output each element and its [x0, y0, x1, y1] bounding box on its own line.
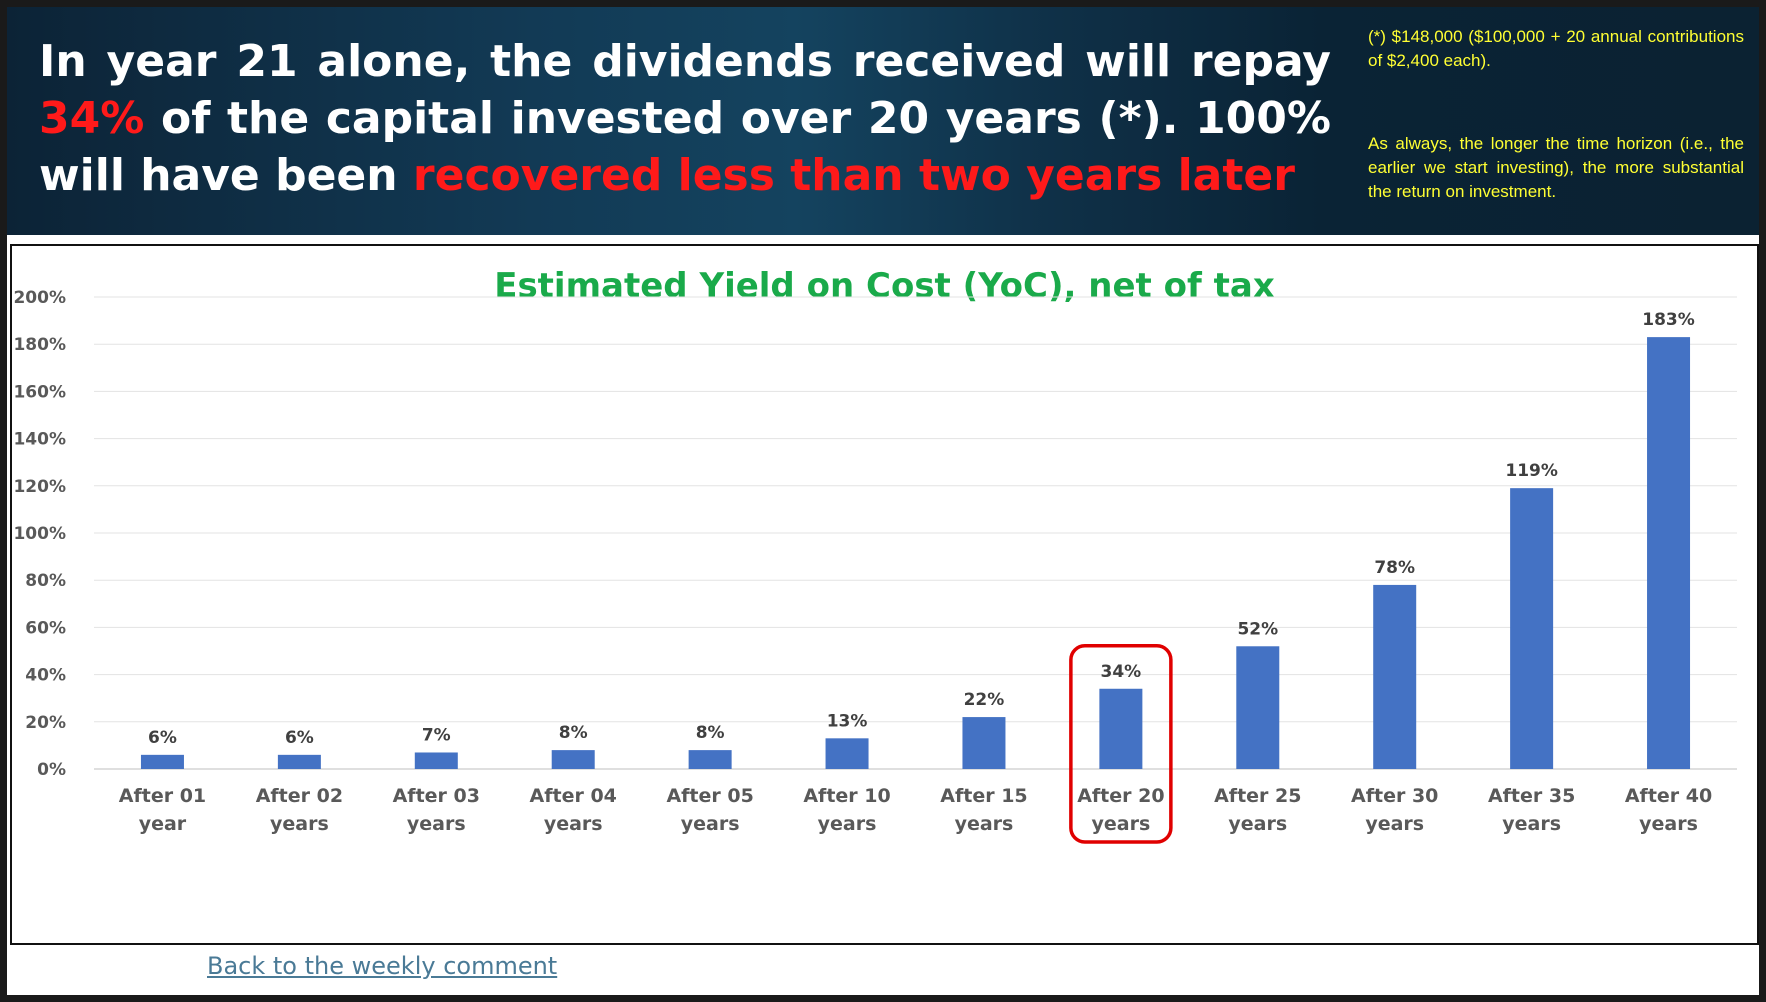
x-tick-label: years — [1228, 813, 1287, 835]
bar — [962, 717, 1006, 769]
data-label: 8% — [559, 723, 588, 743]
data-label: 6% — [285, 728, 314, 748]
data-label: 6% — [148, 728, 177, 748]
note-time-horizon: As always, the longer the time horizon (… — [1368, 134, 1744, 201]
y-tick-label: 160% — [13, 382, 66, 402]
bar — [688, 750, 732, 769]
x-tick-label: After 10 — [803, 785, 890, 807]
chart-title: Estimated Yield on Cost (YoC), net of ta… — [494, 266, 1275, 306]
x-tick-label: years — [1365, 813, 1424, 835]
x-tick-label: years — [1639, 813, 1698, 835]
yoc-bar-chart: 0% 20% 40% 60% 80% 100% 120% 140% 160% 180% 200% 6%… — [13, 288, 1737, 844]
bar — [825, 738, 869, 769]
bar — [277, 754, 321, 769]
x-tick-label: After 02 — [256, 785, 343, 807]
bar — [1510, 488, 1554, 769]
x-tick-label: years — [1091, 813, 1150, 835]
bar — [1647, 337, 1691, 769]
data-label: 183% — [1642, 310, 1695, 330]
y-tick-label: 0% — [37, 760, 66, 780]
x-tick-label: After 03 — [393, 785, 480, 807]
x-tick-label: After 35 — [1488, 785, 1575, 807]
x-tick-label: years — [270, 813, 329, 835]
headline: In year 21 alone, the dividends received… — [39, 33, 1331, 204]
x-tick-label: After 25 — [1214, 785, 1301, 807]
headline-text-1: In year 21 alone, the dividends received… — [39, 36, 1331, 87]
y-tick-label: 140% — [13, 430, 66, 450]
headline-text-2: of the capital invested over 20 years (*… — [39, 93, 1331, 201]
x-tick-label: After 30 — [1351, 785, 1438, 807]
y-tick-label: 80% — [25, 571, 66, 591]
chart-container: Estimated Yield on Cost (YoC), net of ta… — [10, 244, 1759, 945]
headline-highlight-recovery: recovered less than two years later — [412, 150, 1295, 201]
bar — [1236, 646, 1280, 769]
data-label: 52% — [1237, 619, 1278, 639]
data-label: 13% — [827, 711, 868, 731]
data-label: 34% — [1101, 662, 1142, 682]
x-tick-label: After 15 — [940, 785, 1027, 807]
y-tick-label: 120% — [13, 477, 66, 497]
header-banner: In year 21 alone, the dividends received… — [7, 7, 1759, 235]
x-tick-label: years — [955, 813, 1014, 835]
y-tick-label: 60% — [25, 618, 66, 638]
x-tick-label: year — [139, 813, 187, 835]
data-label: 8% — [696, 723, 725, 743]
x-tick-label: years — [818, 813, 877, 835]
data-label: 7% — [422, 725, 451, 745]
y-tick-label: 100% — [13, 524, 66, 544]
bar — [140, 754, 184, 769]
data-label: 119% — [1505, 461, 1558, 481]
bar — [551, 750, 595, 769]
x-tick-label: years — [1502, 813, 1561, 835]
x-tick-label: After 04 — [530, 785, 617, 807]
headline-highlight-percent: 34% — [39, 93, 145, 144]
y-tick-label: 180% — [13, 335, 66, 355]
x-tick-label: years — [681, 813, 740, 835]
back-to-weekly-comment-link[interactable]: Back to the weekly comment — [207, 952, 558, 980]
x-tick-label: After 05 — [666, 785, 753, 807]
page-frame: In year 21 alone, the dividends received… — [7, 7, 1759, 995]
footnote-capital: (*) $148,000 ($100,000 + 20 annual contr… — [1368, 27, 1744, 70]
y-tick-label: 200% — [13, 288, 66, 308]
y-tick-label: 20% — [25, 713, 66, 733]
x-tick-label: After 20 — [1077, 785, 1164, 807]
y-tick-label: 40% — [25, 666, 66, 686]
x-tick-label: years — [407, 813, 466, 835]
data-label: 22% — [964, 690, 1005, 710]
highlight-box — [1069, 644, 1173, 844]
bar — [1373, 584, 1417, 769]
x-tick-label: After 01 — [119, 785, 206, 807]
bar — [1099, 688, 1143, 769]
x-tick-label: years — [544, 813, 603, 835]
data-label: 78% — [1374, 558, 1415, 578]
bar — [414, 752, 458, 769]
x-tick-label: After 40 — [1625, 785, 1712, 807]
